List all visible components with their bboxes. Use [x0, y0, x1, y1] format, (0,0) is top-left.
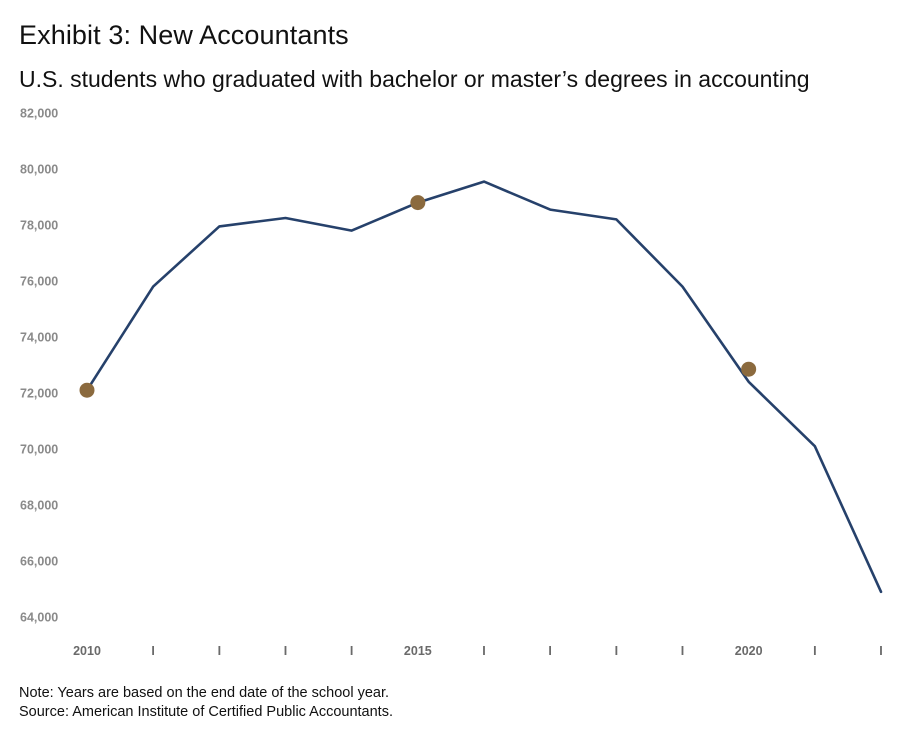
y-tick-label: 72,000: [20, 387, 58, 401]
data-point-marker: [741, 361, 757, 377]
x-tick-label: I: [218, 644, 221, 658]
chart-subtitle: U.S. students who graduated with bachelo…: [19, 66, 810, 92]
x-tick-label: I: [482, 644, 485, 658]
source-text: Source: American Institute of Certified …: [19, 704, 393, 720]
y-tick-label: 64,000: [20, 611, 58, 625]
x-tick-label: I: [813, 644, 816, 658]
y-tick-label: 76,000: [20, 275, 58, 289]
y-tick-label: 78,000: [20, 219, 58, 233]
chart-notes: Note: Years are based on the end date of…: [19, 684, 393, 722]
y-tick-label: 80,000: [20, 163, 58, 177]
x-tick-label: 2020: [735, 644, 763, 658]
y-tick-label: 70,000: [20, 443, 58, 457]
y-tick-label: 74,000: [20, 331, 58, 345]
data-point-marker: [410, 195, 426, 211]
x-tick-label: I: [879, 644, 882, 658]
note-text: Note: Years are based on the end date of…: [19, 685, 390, 701]
x-tick-label: I: [548, 644, 551, 658]
y-tick-label: 66,000: [20, 555, 58, 569]
data-point-marker: [79, 382, 95, 398]
x-tick-label: 2010: [73, 644, 101, 658]
x-tick-label: I: [284, 644, 287, 658]
x-tick-label: I: [681, 644, 684, 658]
y-tick-label: 68,000: [20, 499, 58, 513]
series-line: [85, 180, 883, 594]
chart-title: Exhibit 3: New Accountants: [19, 20, 349, 50]
x-tick-label: I: [350, 644, 353, 658]
x-tick-label: I: [615, 644, 618, 658]
x-tick-label: 2015: [404, 644, 432, 658]
x-tick-label: I: [151, 644, 154, 658]
y-tick-label: 82,000: [20, 107, 58, 121]
